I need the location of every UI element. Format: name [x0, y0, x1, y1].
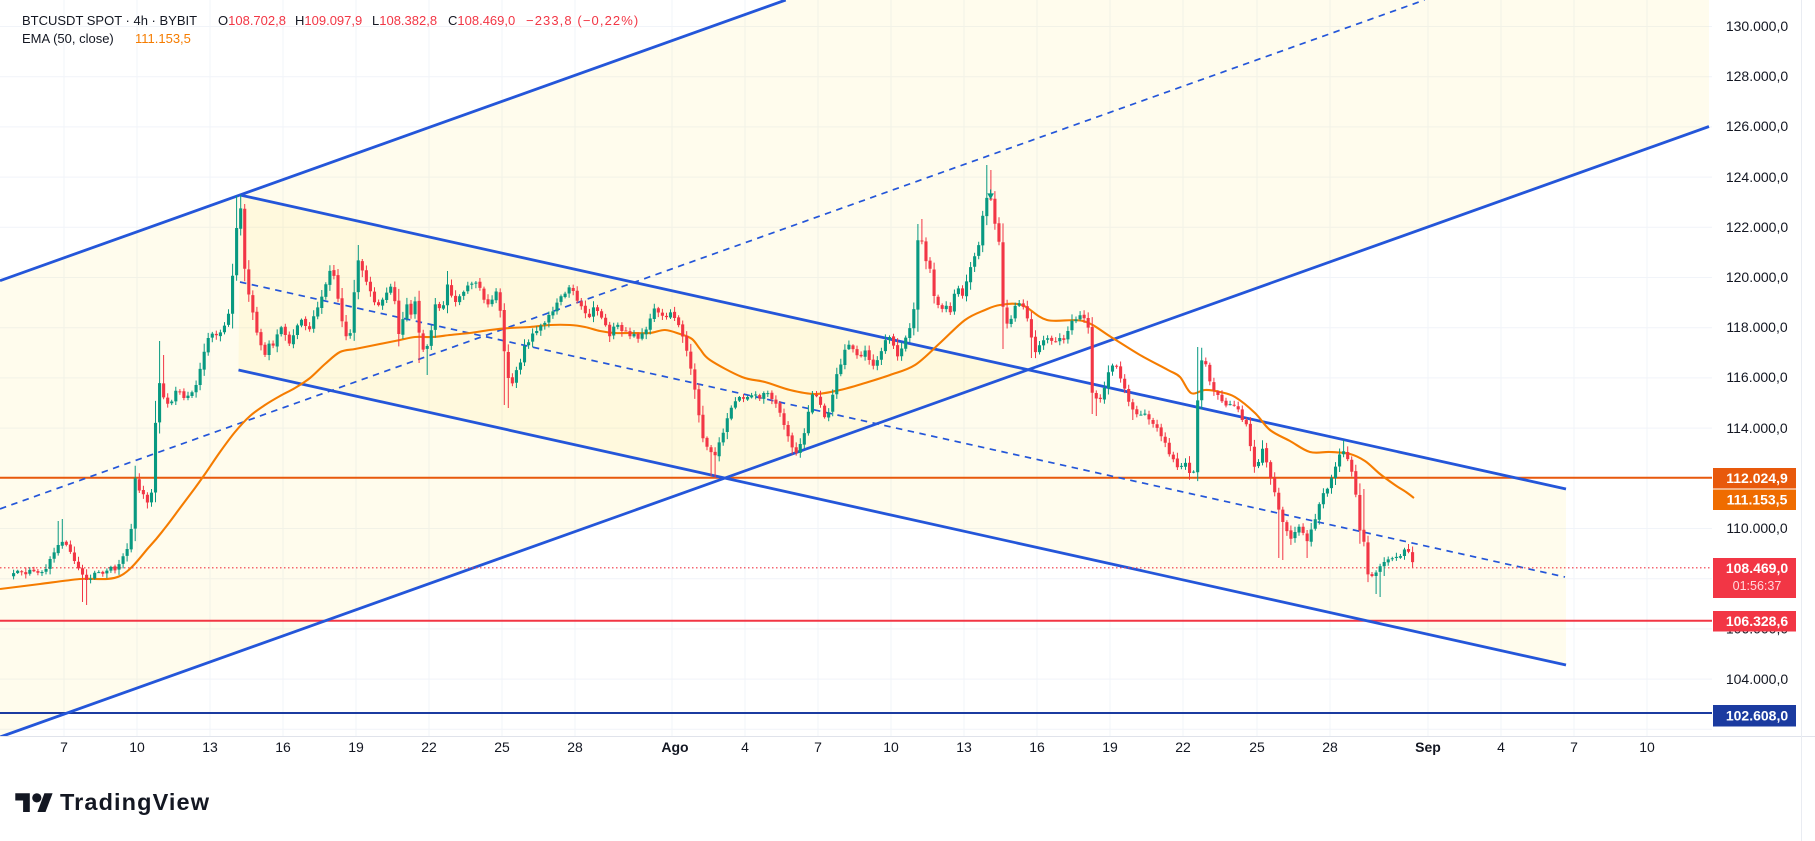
svg-text:126.000,0: 126.000,0: [1726, 118, 1788, 134]
svg-text:106.328,6: 106.328,6: [1726, 613, 1788, 629]
svg-text:116.000,0: 116.000,0: [1726, 369, 1787, 385]
svg-text:118.000,0: 118.000,0: [1726, 319, 1787, 335]
svg-text:108.469,0: 108.469,0: [1726, 560, 1788, 576]
svg-text:25: 25: [1249, 739, 1265, 755]
svg-text:4: 4: [1497, 739, 1505, 755]
svg-text:128.000,0: 128.000,0: [1726, 68, 1788, 84]
svg-text:22: 22: [421, 739, 437, 755]
svg-text:28: 28: [567, 739, 583, 755]
svg-text:110.000,0: 110.000,0: [1726, 520, 1787, 536]
svg-text:4: 4: [741, 739, 749, 755]
svg-text:7: 7: [1570, 739, 1578, 755]
svg-text:114.000,0: 114.000,0: [1726, 420, 1787, 436]
svg-text:13: 13: [956, 739, 972, 755]
svg-text:16: 16: [275, 739, 291, 755]
svg-text:7: 7: [60, 739, 68, 755]
svg-text:EMA (50, close)111.153,5: EMA (50, close) 111.153,5: [22, 31, 191, 46]
svg-text:112.024,9: 112.024,9: [1726, 470, 1788, 486]
svg-text:19: 19: [348, 739, 364, 755]
svg-text:111.153,5: 111.153,5: [1727, 492, 1788, 508]
svg-text:13: 13: [202, 739, 218, 755]
svg-text:01:56:37: 01:56:37: [1733, 579, 1782, 593]
svg-text:19: 19: [1102, 739, 1118, 755]
svg-text:7: 7: [814, 739, 822, 755]
svg-text:122.000,0: 122.000,0: [1726, 219, 1788, 235]
svg-text:10: 10: [1639, 739, 1655, 755]
svg-text:124.000,0: 124.000,0: [1726, 169, 1788, 185]
svg-text:102.608,0: 102.608,0: [1726, 708, 1788, 724]
svg-text:25: 25: [494, 739, 510, 755]
svg-text:130.000,0: 130.000,0: [1726, 18, 1788, 34]
svg-text:28: 28: [1322, 739, 1338, 755]
svg-text:Ago: Ago: [661, 739, 688, 755]
svg-text:TradingView: TradingView: [60, 789, 210, 815]
svg-text:16: 16: [1029, 739, 1045, 755]
svg-text:104.000,0: 104.000,0: [1726, 671, 1788, 687]
svg-text:10: 10: [129, 739, 145, 755]
svg-text:Sep: Sep: [1415, 739, 1441, 755]
svg-text:22: 22: [1175, 739, 1191, 755]
svg-text:10: 10: [883, 739, 899, 755]
svg-text:120.000,0: 120.000,0: [1726, 269, 1788, 285]
